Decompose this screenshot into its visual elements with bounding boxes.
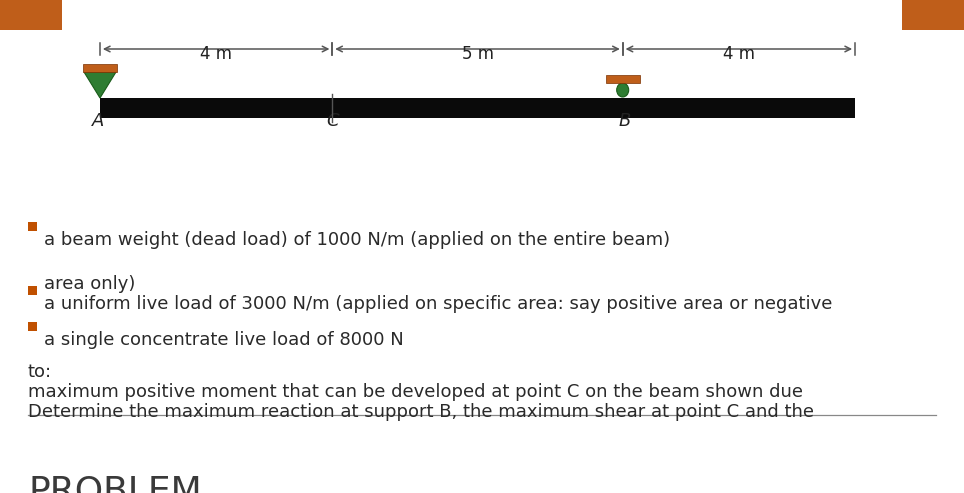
Text: 4 m: 4 m xyxy=(723,45,755,63)
Text: C: C xyxy=(326,112,338,130)
Text: maximum positive moment that can be developed at point C on the beam shown due: maximum positive moment that can be deve… xyxy=(28,383,803,401)
Text: area only): area only) xyxy=(44,275,135,293)
Text: A: A xyxy=(92,112,104,130)
Text: 4 m: 4 m xyxy=(201,45,232,63)
Text: to:: to: xyxy=(28,363,52,381)
Ellipse shape xyxy=(617,83,629,97)
Bar xyxy=(605,75,640,83)
Text: PROBLEM: PROBLEM xyxy=(28,475,201,493)
Text: a single concentrate live load of 8000 N: a single concentrate live load of 8000 N xyxy=(44,331,404,349)
Bar xyxy=(0,0,62,30)
Polygon shape xyxy=(84,72,116,98)
Text: B: B xyxy=(619,112,630,130)
Bar xyxy=(28,286,37,295)
Bar xyxy=(902,0,964,30)
Bar xyxy=(83,64,117,72)
Bar xyxy=(28,222,37,231)
Bar xyxy=(100,98,855,118)
Text: 5 m: 5 m xyxy=(462,45,494,63)
Text: Determine the maximum reaction at support B, the maximum shear at point C and th: Determine the maximum reaction at suppor… xyxy=(28,403,814,421)
Text: a beam weight (dead load) of 1000 N/m (applied on the entire beam): a beam weight (dead load) of 1000 N/m (a… xyxy=(44,231,670,249)
Bar xyxy=(28,322,37,331)
Text: a uniform live load of 3000 N/m (applied on specific area: say positive area or : a uniform live load of 3000 N/m (applied… xyxy=(44,295,832,313)
